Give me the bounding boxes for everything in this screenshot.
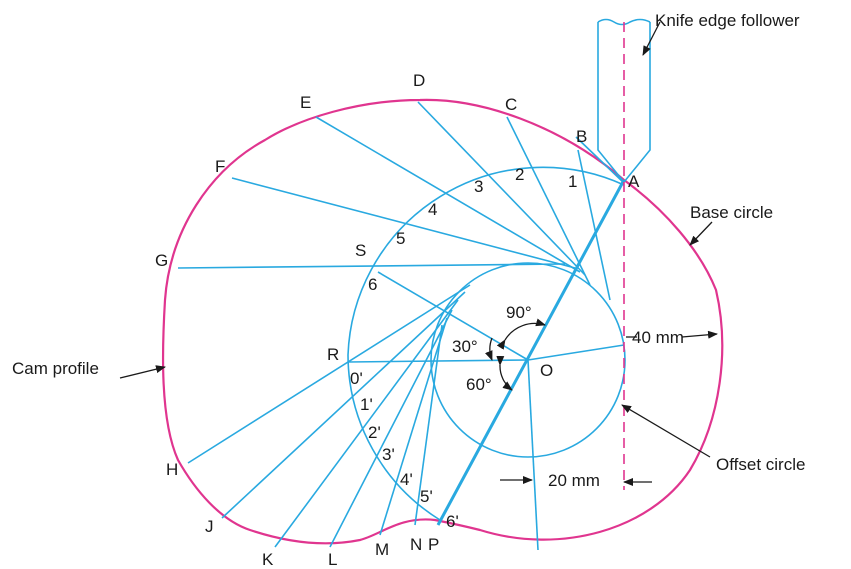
angle-90-label: 90° (506, 303, 532, 322)
cam-profile-curve (161, 98, 724, 545)
rise-division-2: 2 (515, 165, 524, 184)
rise-division-3: 3 (474, 177, 483, 196)
rise-division-6: 6 (368, 275, 377, 294)
point-H: H (166, 460, 178, 479)
return-division-6: 6' (446, 512, 459, 531)
point-R: R (327, 345, 339, 364)
follower-label: Knife edge follower (655, 11, 800, 30)
base-circle-label: Base circle (690, 203, 773, 222)
tangent-line (436, 179, 626, 526)
offset-circle-label: Offset circle (716, 455, 805, 474)
angle-60-label: 60° (466, 375, 492, 394)
point-C: C (505, 95, 517, 114)
return-division-4: 4' (400, 470, 413, 489)
point-F: F (215, 157, 225, 176)
rise-division-1: 1 (568, 172, 577, 191)
point-A: A (628, 172, 640, 191)
dim-40-label: 40 mm (632, 328, 684, 347)
point-L: L (328, 550, 337, 569)
return-rays (187, 271, 625, 551)
point-G: G (155, 251, 168, 270)
point-O: O (540, 361, 553, 380)
dim-20-label: 20 mm (548, 471, 600, 490)
point-M: M (375, 540, 389, 559)
base-circle (347, 166, 625, 521)
point-B: B (576, 127, 587, 146)
point-S: S (355, 241, 366, 260)
offset-circle (430, 262, 626, 458)
point-P: P (428, 535, 439, 554)
return-division-0: 0' (350, 369, 363, 388)
cam-profile-label: Cam profile (12, 359, 99, 378)
point-E: E (300, 93, 311, 112)
return-division-2: 2' (368, 423, 381, 442)
rise-division-5: 5 (396, 229, 405, 248)
return-division-5: 5' (420, 487, 433, 506)
return-division-3: 3' (382, 445, 395, 464)
rise-division-4: 4 (428, 200, 437, 219)
point-K: K (262, 550, 274, 569)
point-D: D (413, 71, 425, 90)
angle-30-label: 30° (452, 337, 478, 356)
point-J: J (205, 517, 214, 536)
rise-rays (177, 101, 625, 301)
return-division-1: 1' (360, 395, 373, 414)
point-N: N (410, 535, 422, 554)
